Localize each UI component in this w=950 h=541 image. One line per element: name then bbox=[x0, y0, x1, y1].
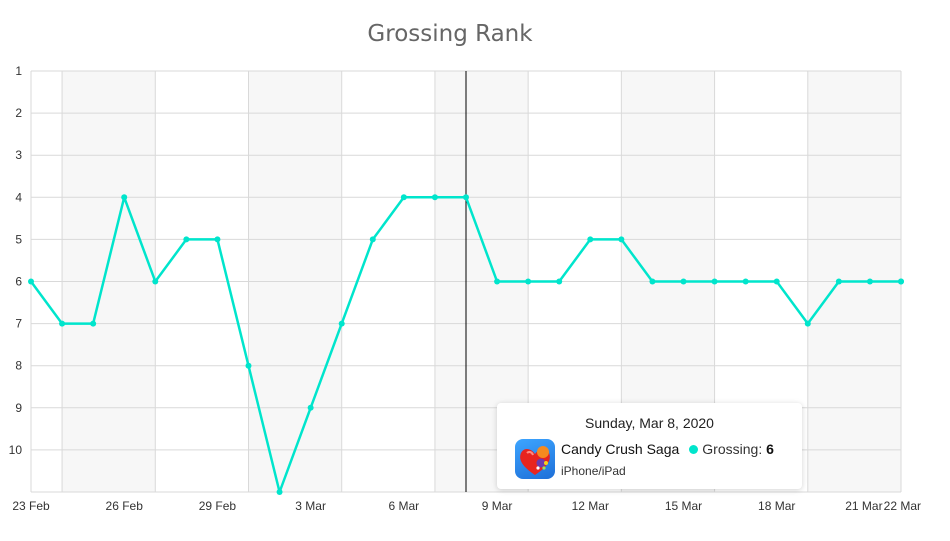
series-color-dot bbox=[689, 445, 699, 454]
data-point bbox=[400, 194, 407, 201]
y-tick-label: 10 bbox=[9, 443, 23, 457]
y-tick-label: 4 bbox=[15, 190, 22, 204]
x-tick-label: 23 Feb bbox=[12, 499, 50, 513]
tooltip: Sunday, Mar 8, 2020 Candy Crush Saga Gros… bbox=[497, 403, 802, 489]
x-tick-label: 26 Feb bbox=[106, 499, 144, 513]
data-point bbox=[152, 278, 159, 285]
data-point bbox=[835, 278, 842, 285]
candy-crush-app-icon bbox=[515, 439, 555, 479]
data-point bbox=[214, 236, 221, 243]
x-tick-label: 15 Mar bbox=[665, 499, 702, 513]
data-point bbox=[773, 278, 780, 285]
data-point bbox=[587, 236, 594, 243]
tooltip-date: Sunday, Mar 8, 2020 bbox=[585, 415, 714, 431]
chart-title: Grossing Rank bbox=[367, 21, 533, 47]
data-point bbox=[742, 278, 749, 285]
x-tick-label: 3 Mar bbox=[295, 499, 326, 513]
data-point bbox=[711, 278, 718, 285]
x-tick-label: 29 Feb bbox=[199, 499, 237, 513]
data-point bbox=[866, 278, 873, 285]
x-tick-label: 21 Mar bbox=[845, 499, 882, 513]
data-point bbox=[494, 278, 501, 285]
data-point bbox=[463, 194, 469, 201]
y-axis: 1 2 3 4 5 6 7 8 9 10 bbox=[9, 64, 23, 457]
x-tick-label: 12 Mar bbox=[572, 499, 609, 513]
data-point bbox=[121, 194, 128, 201]
y-tick-label: 9 bbox=[15, 401, 22, 415]
data-point bbox=[525, 278, 532, 285]
y-tick-label: 3 bbox=[15, 148, 22, 162]
x-tick-label: 18 Mar bbox=[758, 499, 795, 513]
y-tick-label: 5 bbox=[15, 232, 22, 246]
data-point bbox=[556, 278, 563, 285]
tooltip-series-row: Candy Crush Saga Grossing: 6 bbox=[561, 441, 774, 457]
tooltip-app-name: Candy Crush Saga bbox=[561, 441, 680, 457]
data-point bbox=[431, 194, 438, 201]
series-points bbox=[28, 194, 904, 495]
data-point bbox=[245, 362, 252, 369]
data-point bbox=[28, 278, 34, 285]
y-tick-label: 8 bbox=[15, 359, 22, 373]
data-point bbox=[276, 489, 283, 495]
tooltip-value: 6 bbox=[766, 441, 774, 457]
y-tick-label: 2 bbox=[15, 106, 22, 120]
data-point bbox=[183, 236, 190, 243]
tooltip-series-label: Grossing: bbox=[702, 441, 763, 457]
data-point bbox=[90, 320, 97, 327]
x-axis: 23 Feb 26 Feb 29 Feb 3 Mar 6 Mar 9 Mar 12 Mar 1… bbox=[12, 499, 921, 513]
data-point bbox=[680, 278, 687, 285]
y-tick-label: 7 bbox=[15, 317, 22, 331]
y-tick-label: 1 bbox=[15, 64, 22, 78]
data-point bbox=[618, 236, 625, 243]
data-point bbox=[369, 236, 376, 243]
data-point bbox=[804, 320, 811, 327]
y-tick-label: 6 bbox=[15, 275, 22, 289]
tooltip-platform: iPhone/iPad bbox=[561, 464, 626, 478]
data-point bbox=[338, 320, 345, 327]
data-point bbox=[307, 404, 314, 411]
data-point bbox=[59, 320, 66, 327]
x-tick-label: 22 Mar bbox=[884, 499, 921, 513]
data-point bbox=[898, 278, 904, 285]
data-point bbox=[649, 278, 656, 285]
x-tick-label: 9 Mar bbox=[482, 499, 513, 513]
x-tick-label: 6 Mar bbox=[389, 499, 420, 513]
